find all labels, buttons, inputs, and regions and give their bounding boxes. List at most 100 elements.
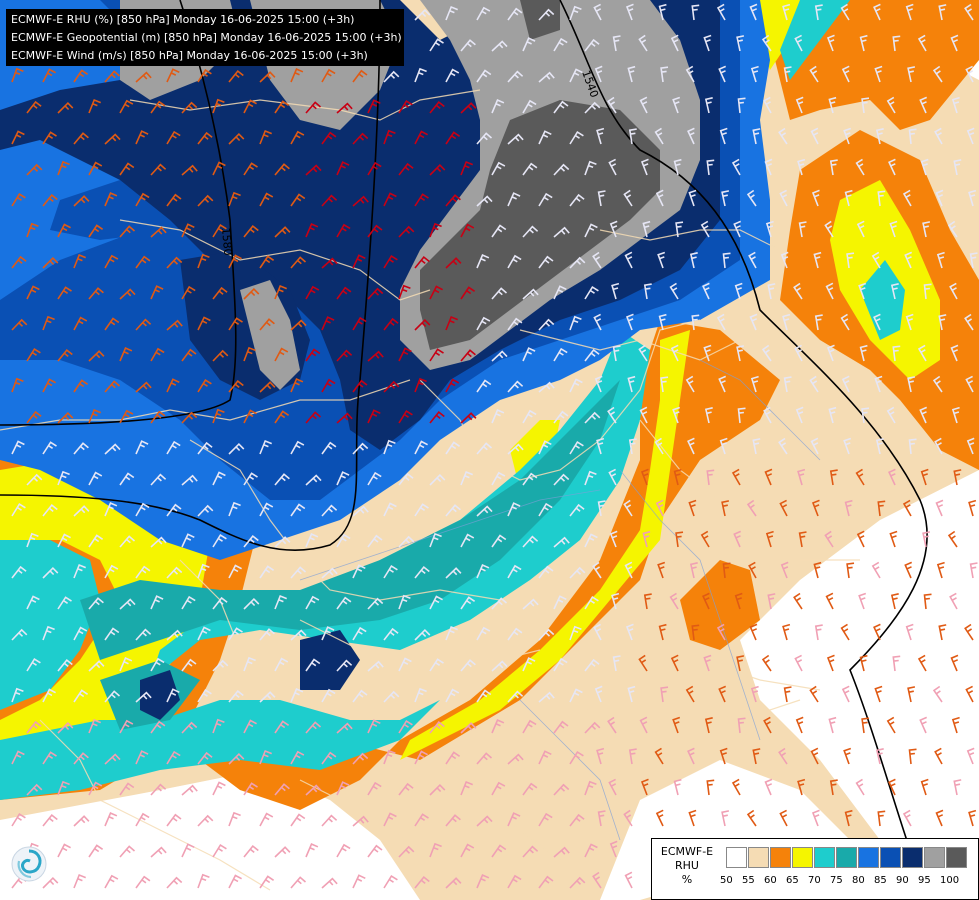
wind-barb [907,376,916,393]
wind-barb [135,750,149,765]
wind-barb [855,778,865,796]
wind-barb [73,69,89,83]
wind-barb [938,314,947,331]
wind-barb [828,96,837,114]
wind-barb [923,593,932,610]
wind-barb [765,220,774,238]
wind-barb [243,782,258,796]
wind-barb [88,597,104,610]
wind-barb [746,499,757,517]
wind-barb [228,501,241,517]
wind-barb [197,316,211,331]
rhu-band-65 [0,0,940,780]
wind-barb [685,375,695,393]
wind-barb [749,3,758,21]
wind-barb [26,222,39,238]
wind-barb [841,375,850,393]
wind-barb [104,812,118,827]
wind-barb [352,752,369,765]
wind-barb [367,287,384,300]
wind-barb [553,285,567,300]
wind-barb [336,843,351,858]
wind-barb [522,657,536,672]
wind-barb [783,686,792,703]
wind-barb [150,536,167,548]
wind-barb [42,751,57,765]
wind-barb [675,531,684,548]
wind-barb [949,282,958,300]
wind-barb [569,813,585,827]
legend-tick: 100 [940,875,960,886]
wind-barb [702,592,710,610]
wind-barb [593,313,602,331]
wind-barb [26,473,43,486]
wind-barb [166,503,182,517]
wind-barb [476,442,493,455]
wind-barb [336,781,350,796]
legend-tick: 65 [786,875,799,886]
wind-barb [938,624,947,641]
wind-barb [73,132,89,145]
wind-barb [951,406,960,424]
wind-barb [166,256,183,269]
wind-barb [352,379,368,393]
legend-swatch [880,847,901,868]
wind-barb [538,750,552,765]
wind-barb [809,375,819,393]
wind-barb [460,39,476,52]
wind-barb [57,286,72,300]
wind-barb [228,689,244,703]
wind-barb [966,437,975,455]
legend-swatch [770,847,791,868]
wind-barb [259,192,274,207]
wind-barb [871,561,881,579]
wind-barb [639,716,648,734]
wind-barb [716,623,726,641]
wind-barb [476,316,491,331]
wind-barb [150,720,166,734]
wind-barb [859,344,868,362]
wind-barb [594,65,603,83]
wind-barb [932,65,943,83]
wind-barb [597,190,606,207]
wind-barb [119,99,134,114]
wind-barb [507,317,523,331]
wind-barb [609,530,618,548]
wind-barb [42,503,58,517]
wind-barb [336,471,350,486]
wind-barb [181,411,198,424]
wind-barb [782,313,791,331]
wind-barb [965,65,974,83]
wind-barb [809,65,819,83]
wind-barb [625,623,634,641]
wind-barb [538,255,554,269]
wind-barb [336,722,353,734]
wind-barb [429,842,442,858]
legend-tick: 80 [852,875,865,886]
wind-barb [228,254,242,269]
wind-barb [969,562,978,579]
wind-barb [88,471,103,486]
wind-barb [321,567,338,579]
wind-barb [642,220,651,238]
wind-barb [460,596,476,610]
wind-barb [553,846,570,858]
wind-barb [844,189,853,207]
wind-barb [798,221,807,238]
legend-tick: 50 [720,875,733,886]
wind-barb [119,472,135,486]
wind-barb [688,499,697,517]
wind-barb [658,313,667,331]
wind-barb [414,503,429,517]
wind-barb [718,685,727,703]
wind-barb [716,313,726,331]
wind-barb [491,597,508,610]
wind-barb [763,96,772,114]
wind-barb [212,471,226,486]
wind-barb [445,441,461,455]
wind-barb [460,659,476,672]
wind-barb [197,253,210,269]
wind-barb [119,782,135,796]
wind-barb [429,100,445,114]
